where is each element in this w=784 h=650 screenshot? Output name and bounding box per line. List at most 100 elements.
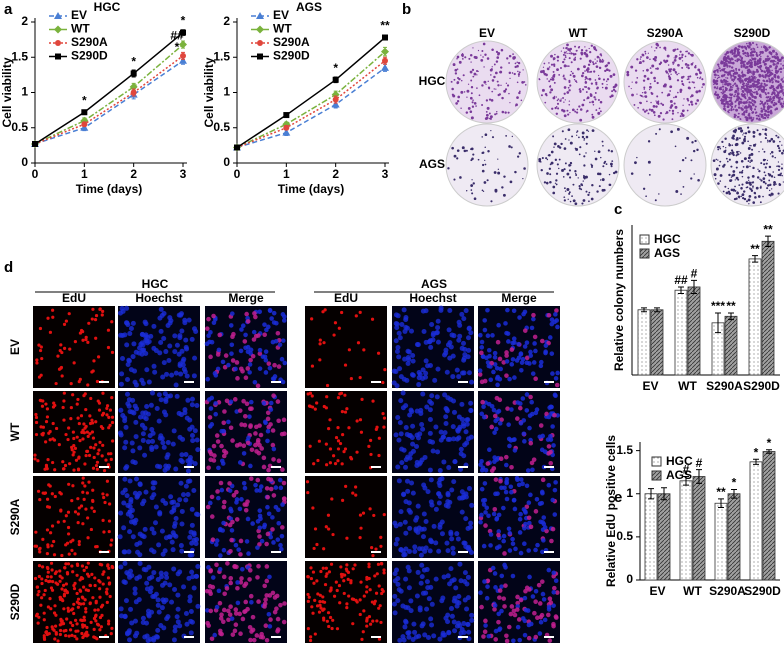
merge-cell: [230, 520, 235, 525]
edu-cell: [111, 421, 114, 424]
colony: [775, 94, 777, 96]
colony: [673, 64, 674, 65]
edu-cell: [59, 343, 62, 346]
colony: [658, 115, 661, 118]
merge-cell: [497, 595, 502, 600]
colony: [487, 179, 489, 181]
merge-cell: [489, 425, 494, 430]
bar: [715, 503, 727, 580]
merge-cell: [278, 543, 283, 548]
nucleus: [179, 328, 184, 333]
merge-cell: [531, 313, 536, 318]
edu-cell: [360, 398, 363, 401]
nucleus: [130, 508, 135, 513]
nucleus: [156, 597, 161, 602]
nucleus: [164, 535, 169, 540]
colony: [587, 194, 589, 196]
merge-cell: [208, 609, 213, 614]
colony: [583, 65, 586, 68]
edu-cell: [105, 407, 108, 410]
edu-cell: [88, 432, 91, 435]
merge-cell: [230, 438, 235, 443]
nucleus: [419, 553, 424, 558]
significance: **: [726, 299, 736, 313]
colony: [765, 89, 767, 91]
colony: [518, 75, 520, 77]
marker: [234, 144, 240, 150]
merge-cell: [543, 349, 548, 354]
merge-cell: [550, 351, 555, 356]
edu-cell: [37, 616, 40, 619]
merge-cell: [549, 539, 554, 544]
nucleus: [118, 565, 123, 570]
colony: [600, 157, 601, 158]
colony: [738, 113, 740, 115]
colony: [740, 98, 742, 100]
colony: [723, 105, 725, 107]
merge-cell: [210, 585, 215, 590]
colony: [671, 118, 673, 120]
merge-cell: [268, 624, 273, 629]
nucleus: [157, 350, 162, 355]
merge-cell: [221, 360, 226, 365]
merge-cell: [265, 439, 270, 444]
colony: [483, 43, 486, 46]
nucleus: [416, 435, 421, 440]
edu-cell: [71, 539, 74, 542]
colony: [729, 159, 731, 161]
colony: [549, 173, 551, 175]
merge-cell: [224, 353, 229, 358]
merge-cell: [218, 553, 223, 558]
edu-cell: [383, 513, 386, 516]
merge-cell: [532, 611, 537, 616]
colony: [557, 103, 559, 105]
nucleus: [424, 358, 429, 363]
colony: [781, 152, 784, 155]
colony: [773, 60, 775, 62]
nucleus: [469, 618, 474, 623]
merge-cell: [253, 380, 258, 385]
colony: [730, 86, 732, 88]
colony: [769, 74, 772, 77]
edu-cell: [74, 340, 77, 343]
edu-cell: [46, 407, 49, 410]
nucleus: [151, 485, 156, 490]
edu-cell: [87, 562, 90, 565]
merge-cell: [521, 396, 526, 401]
nucleus: [399, 322, 404, 327]
colony: [498, 169, 499, 170]
edu-cell: [86, 633, 89, 636]
colony: [473, 73, 476, 76]
colony: [648, 53, 649, 54]
edu-cell: [62, 467, 65, 470]
nucleus: [465, 622, 470, 627]
colony: [499, 71, 501, 73]
colony: [739, 137, 741, 139]
colony: [743, 139, 746, 142]
nucleus: [157, 512, 162, 517]
nucleus: [178, 458, 183, 463]
nucleus: [125, 377, 130, 382]
nucleus: [181, 584, 186, 589]
colony: [482, 170, 485, 173]
colony: [763, 70, 765, 72]
edu-cell: [85, 566, 88, 569]
colony: [758, 151, 759, 152]
colony: [749, 105, 752, 108]
merge-cell: [269, 407, 274, 412]
colony: [494, 88, 495, 89]
colony: [670, 100, 673, 103]
colony: [579, 187, 581, 189]
colony: [762, 61, 764, 63]
colony: [600, 101, 603, 104]
nucleus: [404, 620, 409, 625]
colony: [767, 71, 769, 73]
colony: [752, 85, 755, 88]
merge-cell: [226, 363, 231, 368]
colony: [484, 160, 485, 161]
colony: [608, 149, 610, 151]
colony: [745, 181, 748, 184]
colony: [655, 47, 657, 49]
micrograph: [33, 476, 115, 558]
nucleus: [409, 408, 414, 413]
